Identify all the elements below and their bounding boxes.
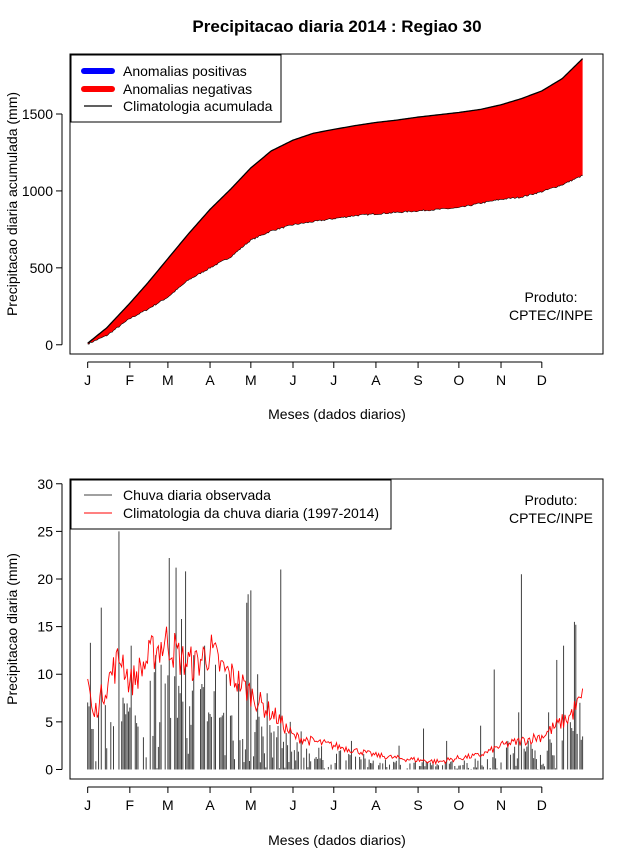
cumulative-y-tick-label: 500 — [30, 260, 54, 276]
daily-x-tick-label: N — [496, 797, 506, 813]
cumulative-x-tick-label: J — [330, 372, 337, 388]
daily-x-tick-label: A — [371, 797, 381, 813]
daily-x-tick-label: S — [413, 797, 422, 813]
daily-y-tick-label: 20 — [37, 571, 53, 587]
daily-climatology-line — [87, 626, 584, 766]
cumulative-x-tick-label: N — [496, 372, 506, 388]
legend-label-observed: Chuva diaria observada — [123, 487, 271, 503]
climatology-cumulative-line — [87, 58, 584, 344]
legend-label-climatology: Climatologia acumulada — [123, 98, 273, 114]
legend-label-negative: Anomalias negativas — [123, 81, 252, 97]
daily-legend-box — [70, 479, 392, 530]
daily-x-tick-label: O — [453, 797, 464, 813]
cumulative-x-label: Meses (dados diarios) — [268, 406, 406, 422]
daily-x-tick-label: D — [537, 797, 547, 813]
daily-x-tick-label: A — [205, 797, 215, 813]
cumulative-y-tick-label: 1500 — [22, 106, 53, 122]
cumulative-x-tick-label: A — [371, 372, 381, 388]
daily-y-axis: 0 5 10 15 20 25 30 — [37, 476, 63, 777]
cumulative-y-axis: 0 500 1000 1500 — [22, 106, 63, 353]
daily-x-label: Meses (dados diarios) — [268, 832, 406, 848]
daily-y-label: Precipitacao diaria (mm) — [4, 553, 20, 705]
cumulative-y-tick-label: 0 — [45, 337, 53, 353]
daily-chart: 0 5 10 15 20 25 30 J F M A M J J A S O N D Meses (dados d… — [4, 476, 604, 848]
daily-x-tick-label: M — [245, 797, 257, 813]
cumulative-x-tick-label: O — [453, 372, 464, 388]
cumulative-x-tick-label: J — [84, 372, 91, 388]
credit-line2-top: CPTEC/INPE — [509, 307, 593, 323]
cumulative-x-tick-label: M — [245, 372, 257, 388]
legend-label-daily-climatology: Climatologia da chuva diaria (1997-2014) — [123, 505, 379, 521]
daily-y-tick-label: 25 — [37, 523, 53, 539]
daily-y-tick-label: 30 — [37, 476, 53, 492]
page-title: Precipitacao diaria 2014 : Regiao 30 — [192, 17, 481, 36]
daily-y-tick-label: 5 — [45, 714, 53, 730]
cumulative-x-tick-label: M — [162, 372, 174, 388]
daily-y-tick-label: 15 — [37, 619, 53, 635]
cumulative-x-tick-label: F — [126, 372, 135, 388]
credit-line1-bottom: Produto: — [525, 492, 578, 508]
credit-line1-top: Produto: — [525, 289, 578, 305]
daily-y-tick-label: 10 — [37, 666, 53, 682]
cumulative-y-label: Precipitacao diaria acumulada (mm) — [4, 92, 20, 316]
daily-plot-frame — [69, 478, 604, 780]
daily-x-tick-label: J — [330, 797, 337, 813]
daily-y-tick-label: 0 — [45, 761, 53, 777]
observed-cumulative-edge — [87, 175, 583, 345]
daily-plot-area — [87, 531, 584, 770]
cumulative-x-tick-label: J — [289, 372, 296, 388]
cumulative-x-tick-label: S — [413, 372, 422, 388]
daily-x-tick-label: M — [162, 797, 174, 813]
credit-line2-bottom: CPTEC/INPE — [509, 510, 593, 526]
cumulative-y-tick-label: 1000 — [22, 183, 53, 199]
daily-legend: Chuva diaria observada Climatologia da c… — [70, 479, 392, 530]
cumulative-plot-frame — [69, 53, 604, 355]
cumulative-x-tick-label: D — [537, 372, 547, 388]
daily-x-tick-label: F — [126, 797, 135, 813]
daily-x-tick-label: J — [289, 797, 296, 813]
cumulative-plot-area — [87, 58, 584, 345]
daily-x-tick-label: J — [84, 797, 91, 813]
cumulative-chart: 0 500 1000 1500 J F M A M J J A S O N D Meses (dados d… — [4, 53, 604, 422]
cumulative-legend: Anomalias positivas Anomalias negativas … — [70, 54, 282, 123]
cumulative-x-tick-label: A — [205, 372, 215, 388]
legend-label-positive: Anomalias positivas — [123, 63, 247, 79]
negative-anomaly-area — [87, 58, 583, 345]
